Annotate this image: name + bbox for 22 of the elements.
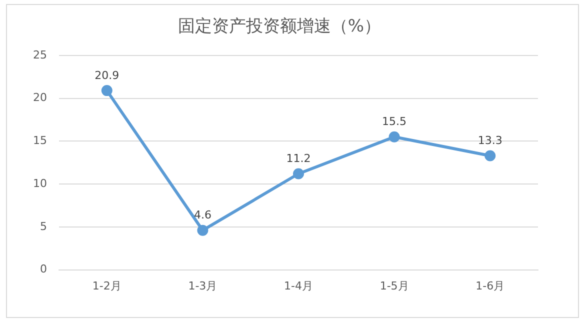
point: [484, 150, 496, 162]
y-tick-label: 15: [32, 134, 47, 148]
y-tick-label: 25: [32, 48, 47, 62]
data-label: 11.2: [286, 152, 311, 166]
point: [293, 168, 304, 180]
x-tick-label: 1-2月: [92, 279, 122, 292]
x-tick-label: 1-5月: [380, 279, 409, 292]
y-tick-label: 5: [40, 220, 47, 233]
y-tick-label: 20: [32, 91, 47, 104]
x-tick-label: 1-4月: [284, 279, 313, 292]
y-tick-label: 10: [32, 176, 47, 190]
data-label: 13.3: [478, 134, 502, 148]
x-tick-label: 1-6月: [476, 279, 505, 292]
y-tick-label: 0: [40, 262, 47, 276]
point: [388, 131, 400, 142]
point: [101, 85, 112, 96]
x-tick-label: 1-3月: [188, 279, 218, 292]
data-label: 20.9: [94, 68, 120, 82]
chart-title: 固定资产投资额增速（%）: [178, 16, 382, 37]
point: [197, 224, 208, 236]
data-label: 4.6: [194, 208, 212, 222]
data-label: 15.5: [382, 115, 407, 128]
